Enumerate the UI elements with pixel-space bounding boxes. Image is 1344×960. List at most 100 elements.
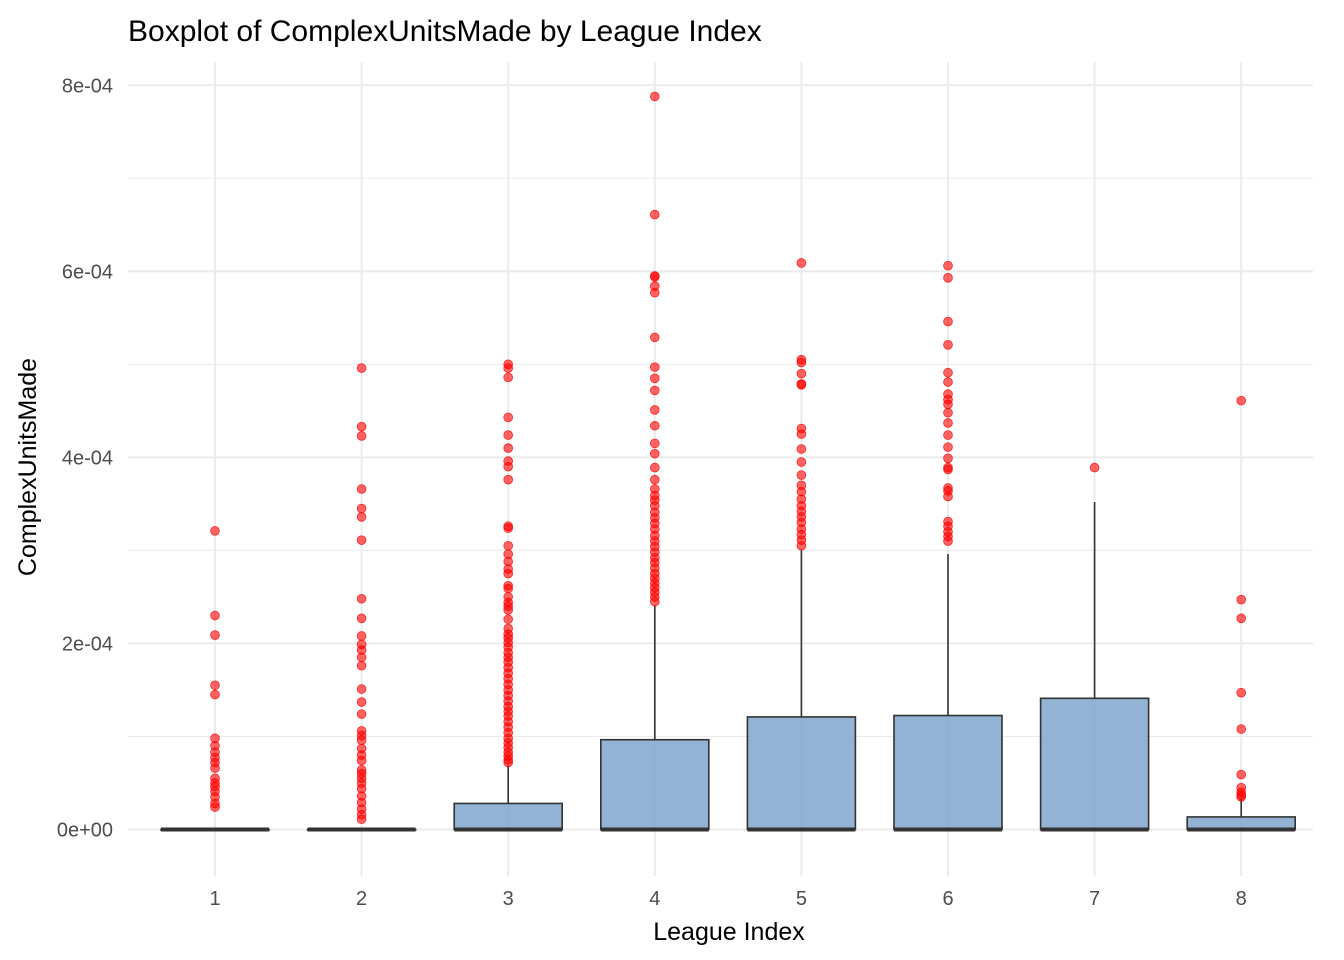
- x-tick-label: 3: [503, 888, 514, 910]
- outlier-point: [796, 457, 807, 467]
- outlier-point: [356, 755, 367, 766]
- outlier-point: [210, 680, 220, 691]
- x-tick-label: 4: [649, 888, 660, 910]
- outlier-point: [649, 474, 660, 485]
- outlier-point: [943, 316, 953, 327]
- outlier-point: [943, 464, 953, 475]
- outlier-point: [943, 442, 953, 452]
- outlier-point: [503, 443, 514, 453]
- outlier-point: [943, 399, 953, 410]
- x-axis-title: League Index: [653, 918, 805, 946]
- outlier-point: [210, 526, 220, 536]
- box-4: [599, 738, 710, 831]
- outlier-point: [943, 536, 953, 546]
- outlier-point: [943, 453, 953, 464]
- outlier-point: [503, 412, 514, 423]
- outlier-point: [356, 535, 367, 545]
- outlier-point: [943, 340, 953, 350]
- x-tick-label: 1: [209, 888, 220, 910]
- outlier-point: [1236, 395, 1246, 406]
- outlier-point: [1089, 462, 1100, 473]
- outlier-point: [356, 735, 367, 745]
- outlier-point: [503, 523, 514, 533]
- x-tick-labels: 1 2 3 4 5 6 7 8: [209, 888, 1246, 910]
- outlier-point: [649, 287, 660, 298]
- outlier-point: [649, 420, 660, 431]
- outlier-point: [356, 613, 367, 624]
- x-tick-label: 8: [1236, 888, 1247, 910]
- outlier-point: [1236, 792, 1246, 802]
- outlier-point: [1236, 724, 1246, 734]
- outlier-point: [356, 503, 367, 514]
- y-tick-label: 0e+00: [57, 819, 113, 841]
- outlier-point: [210, 802, 220, 812]
- outlier-point: [210, 630, 220, 640]
- outlier-point: [649, 91, 660, 102]
- x-tick-label: 7: [1089, 888, 1100, 910]
- x-tick-label: 6: [942, 888, 953, 910]
- outlier-point: [503, 583, 514, 594]
- outlier-point: [356, 593, 367, 604]
- outlier-point: [1236, 594, 1246, 605]
- outlier-point: [796, 258, 807, 268]
- outlier-point: [1236, 769, 1246, 780]
- outlier-point: [943, 418, 953, 428]
- outlier-point: [649, 448, 660, 459]
- outlier-point: [356, 484, 367, 494]
- outlier-point: [943, 260, 953, 271]
- outlier-point: [649, 405, 660, 415]
- y-tick-label: 4e-04: [62, 447, 113, 469]
- outlier-point: [356, 512, 367, 522]
- outlier-point: [503, 614, 514, 625]
- box-3: [453, 802, 564, 831]
- outlier-point: [796, 357, 807, 368]
- outlier-point: [943, 491, 953, 502]
- box-5: [746, 716, 857, 831]
- outlier-point: [796, 429, 807, 439]
- x-tick-label: 5: [796, 888, 807, 910]
- outlier-point: [356, 363, 367, 373]
- box-7: [1039, 697, 1150, 831]
- outlier-point: [210, 689, 220, 700]
- outlier-point: [356, 814, 367, 825]
- outlier-point: [1236, 613, 1246, 624]
- outlier-point: [503, 605, 514, 615]
- outlier-point: [503, 540, 514, 551]
- outlier-point: [943, 430, 953, 440]
- y-tick-label: 2e-04: [62, 633, 113, 655]
- outlier-point: [796, 368, 807, 379]
- outlier-point: [503, 757, 514, 768]
- outlier-point: [1236, 687, 1246, 698]
- outlier-point: [649, 438, 660, 449]
- outlier-point: [356, 421, 367, 432]
- box-6: [893, 714, 1003, 831]
- outlier-point: [356, 697, 367, 707]
- outlier-point: [649, 462, 660, 473]
- chart-title: Boxplot of ComplexUnitsMade by League In…: [128, 15, 762, 48]
- outlier-point: [649, 373, 660, 384]
- outlier-point: [796, 444, 807, 454]
- outlier-point: [356, 652, 367, 663]
- outlier-point: [943, 367, 953, 378]
- outlier-point: [503, 372, 514, 383]
- outliers-layer: [210, 91, 1246, 825]
- boxes-layer: [160, 502, 1296, 832]
- outlier-point: [943, 273, 953, 283]
- y-axis-title: ComplexUnitsMade: [14, 358, 42, 576]
- y-tick-labels: 0e+00 2e-04 4e-04 6e-04 8e-04: [57, 75, 113, 841]
- outlier-point: [796, 380, 807, 390]
- y-tick-label: 6e-04: [62, 261, 113, 283]
- outlier-point: [503, 461, 514, 472]
- outlier-point: [210, 610, 220, 621]
- outlier-point: [503, 568, 514, 579]
- outlier-point: [503, 474, 514, 485]
- x-tick-label: 2: [356, 888, 367, 910]
- outlier-point: [649, 596, 660, 607]
- outlier-point: [796, 470, 807, 480]
- outlier-point: [356, 660, 367, 671]
- outlier-point: [503, 363, 514, 373]
- outlier-point: [649, 362, 660, 372]
- outlier-point: [943, 377, 953, 387]
